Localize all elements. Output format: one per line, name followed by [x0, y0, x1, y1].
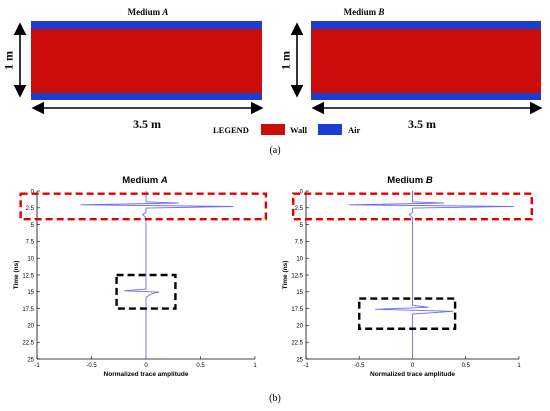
medium-a-title: Medium A	[98, 7, 198, 17]
trace-line	[80, 191, 234, 359]
y-tick-label: 20	[27, 324, 34, 330]
x-tick-label: 0	[144, 363, 148, 369]
medium-a-wall	[31, 29, 262, 93]
y-tick-label: 5	[300, 223, 304, 229]
y-tick-label: 12.5	[291, 273, 303, 279]
legend-swatch-air	[318, 124, 342, 135]
chart-a-title-word: Medium	[122, 175, 159, 186]
y-tick-label: 20	[296, 324, 303, 330]
y-tick-label: 0	[300, 189, 304, 195]
y-tick-label: 17.5	[22, 307, 34, 313]
y-tick-label: 25	[27, 357, 34, 363]
medium-b-title-letter: B	[378, 7, 385, 17]
medium-b-air-bottom	[311, 93, 541, 100]
width-label-a: 3.5 m	[133, 117, 161, 131]
y-tick-label: 25	[296, 357, 303, 363]
x-tick-label: 1	[517, 363, 521, 369]
y-tick-label: 2.5	[295, 206, 304, 212]
y-axis-label: Time (ns)	[282, 261, 289, 290]
y-tick-label: 7.5	[295, 240, 304, 246]
medium-a-title-word: Medium	[127, 7, 161, 17]
highlight-box-black	[115, 273, 177, 310]
medium-b-slab	[311, 21, 541, 100]
x-tick-label: -0.5	[354, 363, 365, 369]
legend-title: LEGEND	[213, 125, 249, 135]
y-tick-label: 7.5	[26, 240, 35, 246]
x-tick-label: 0	[411, 363, 415, 369]
medium-a-air-top	[31, 21, 262, 29]
x-tick-label: 0.5	[196, 363, 205, 369]
y-tick-label: 15	[27, 290, 34, 296]
y-tick-label: 17.5	[291, 307, 303, 313]
panel-b-label: (b)	[269, 393, 281, 404]
y-tick-label: 22.5	[22, 341, 34, 347]
chart-a-title: Medium A	[95, 175, 195, 186]
x-axis-label: Normalized trace amplitude	[370, 371, 455, 378]
x-tick-label: 0.5	[462, 363, 471, 369]
medium-a-slab	[31, 21, 262, 100]
y-tick-label: 10	[296, 257, 303, 263]
medium-b-air-top	[311, 21, 541, 29]
legend-swatch-wall	[261, 124, 285, 135]
highlight-box-black	[358, 297, 457, 330]
legend-label-air: Air	[348, 125, 361, 135]
medium-b-title: Medium B	[314, 7, 414, 17]
dimension-arrows	[13, 22, 543, 115]
x-tick-label: -0.5	[86, 363, 97, 369]
chart-b-title: Medium B	[360, 175, 460, 186]
x-tick-label: -1	[303, 363, 309, 369]
chart-a-title-letter: A	[160, 175, 168, 186]
x-tick-label: 1	[253, 363, 257, 369]
legend-label-wall: Wall	[290, 125, 308, 135]
medium-a-title-letter: A	[162, 7, 169, 17]
medium-b-wall	[311, 29, 541, 93]
y-tick-label: 5	[31, 223, 35, 229]
chart-b: 0 2.5 5 7.5 10 12.5 15 17.5 20 22.5 25-1 -0.5 0 0.5 1 N…	[282, 189, 533, 378]
y-tick-label: 12.5	[22, 273, 34, 279]
y-axis-label: Time (ns)	[13, 261, 20, 290]
trace-line	[348, 191, 514, 359]
y-tick-label: 15	[296, 290, 303, 296]
y-tick-label: 0	[31, 189, 35, 195]
medium-b-title-word: Medium	[343, 7, 377, 17]
chart-b-title-word: Medium	[387, 175, 424, 186]
x-tick-label: -1	[34, 363, 40, 369]
width-label-b: 3.5 m	[408, 117, 436, 131]
y-tick-label: 10	[27, 257, 34, 263]
highlight-box-red	[19, 192, 268, 221]
panel-a-label: (a)	[269, 145, 281, 156]
y-tick-label: 22.5	[291, 341, 303, 347]
medium-a-air-bottom	[31, 93, 262, 100]
chart-a: 0 2.5 5 7.5 10 12.5 15 17.5 20 22.5 25-1 -0.5 0 0.5 1 N…	[13, 189, 268, 378]
chart-b-title-letter: B	[425, 175, 433, 186]
y-tick-label: 2.5	[26, 206, 35, 212]
x-axis-label: Normalized trace amplitude	[104, 371, 189, 378]
